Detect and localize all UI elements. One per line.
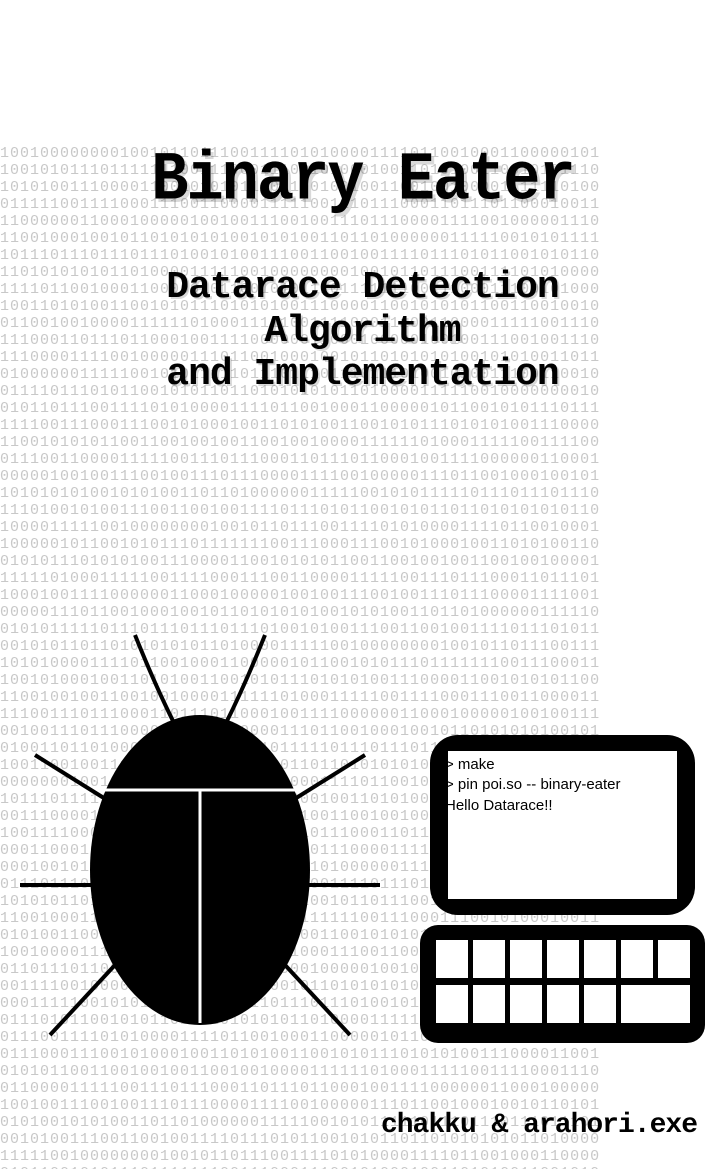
subtitle-line1: Datarace Detection (0, 266, 725, 310)
author-credits: chakku & arahori.exe (381, 1110, 697, 1141)
subtitle-line3: and Implementation (0, 353, 725, 397)
subtitle-line2: Algorithm (0, 310, 725, 354)
main-title: Binary Eater (0, 141, 725, 219)
bug-icon (20, 625, 400, 1065)
terminal-output: > make > pin poi.so -- binary-eater Hell… (445, 755, 621, 816)
laptop-icon: > make > pin poi.so -- binary-eater Hell… (420, 735, 710, 1060)
subtitle: Datarace Detection Algorithm and Impleme… (0, 266, 725, 397)
